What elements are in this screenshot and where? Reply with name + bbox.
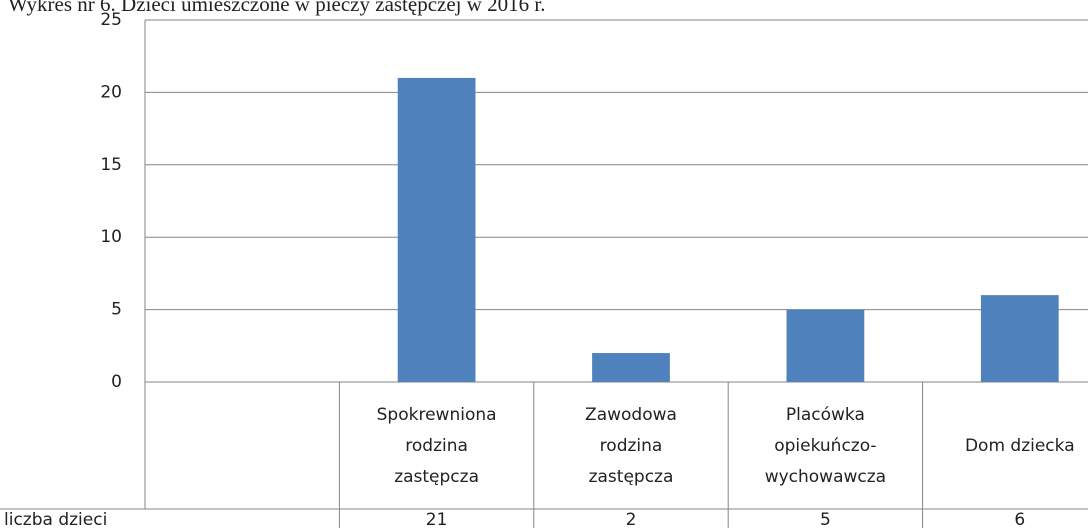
x-tick-label-line: Dom dziecka — [965, 436, 1075, 456]
table-value: 21 — [426, 510, 448, 528]
x-tick-label-line: zastępcza — [394, 467, 479, 487]
y-tick-label: 0 — [111, 372, 122, 392]
x-tick-label-line: Zawodowa — [585, 405, 677, 425]
x-tick-label: Spokrewniona rodzina zastępcza — [377, 405, 497, 487]
y-tick-label: 15 — [100, 155, 122, 175]
x-tick-label-line: zastępcza — [589, 467, 674, 487]
y-tick-label: 10 — [100, 227, 122, 247]
x-tick-label-line: wychowawcza — [765, 467, 886, 487]
y-tick-label: 20 — [100, 82, 122, 102]
x-tick-label-line: rodzina — [405, 436, 468, 456]
x-tick-label: Placówka opiekuńczo-wychowawcza — [765, 405, 886, 487]
table-value: 2 — [626, 510, 637, 528]
bar — [980, 295, 1059, 382]
x-tick-label-line: rodzina — [600, 436, 663, 456]
bar — [592, 353, 670, 382]
bar — [786, 309, 865, 382]
y-tick-label: 25 — [100, 10, 122, 30]
x-tick-label-line: Placówka — [786, 405, 865, 425]
table-value: 5 — [820, 510, 831, 528]
chart-title: Wykres nr 6. Dzieci umieszczone w pieczy… — [8, 0, 546, 16]
bar — [397, 77, 476, 383]
legend-label: liczba dzieci — [4, 510, 107, 528]
x-tick-label: Zawodowa rodzina zastępcza — [585, 405, 677, 487]
x-tick-label: Dom dziecka — [965, 436, 1075, 456]
x-tick-label-line: Spokrewniona — [377, 405, 497, 425]
x-tick-label-line: opiekuńczo- — [774, 436, 876, 456]
table-value: 6 — [1014, 510, 1025, 528]
y-tick-label: 5 — [111, 300, 122, 320]
